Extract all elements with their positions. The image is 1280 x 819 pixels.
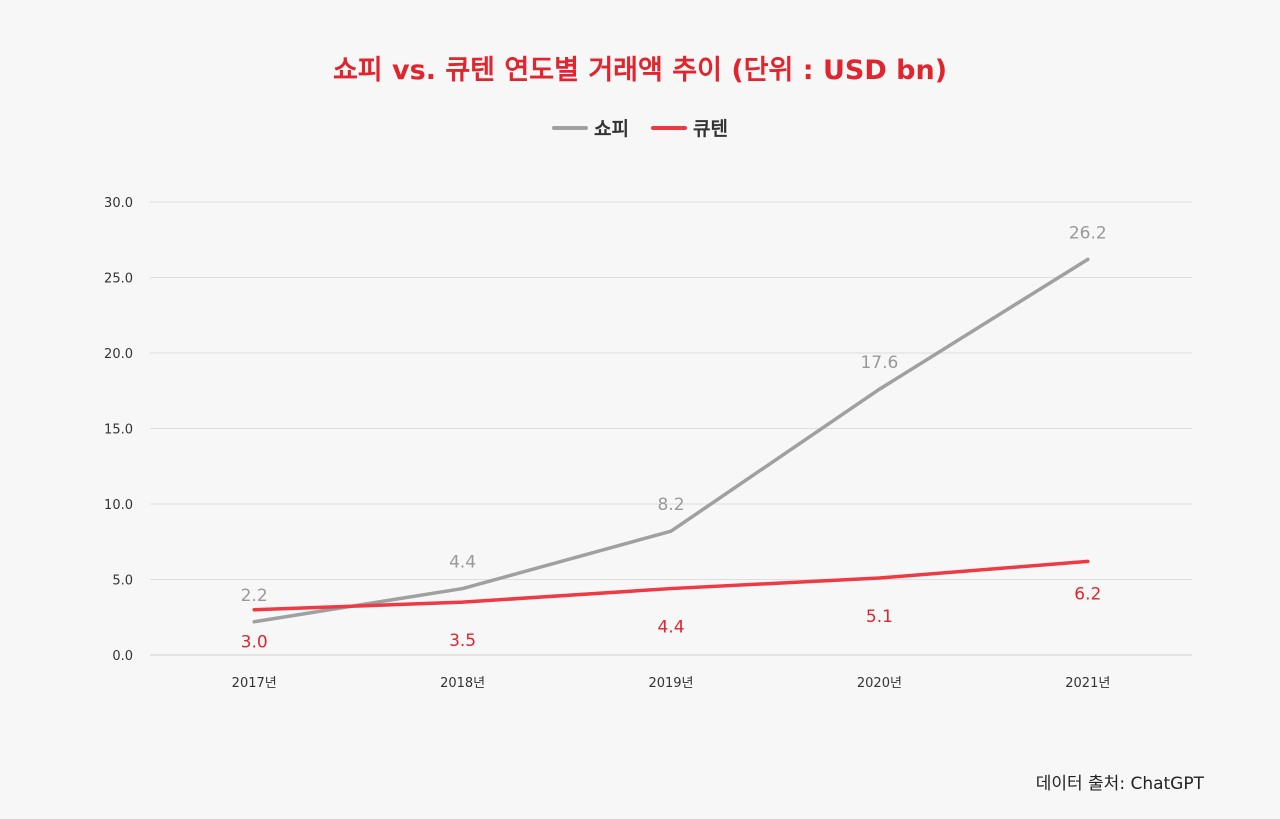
legend-item-qoo10: 큐텐 <box>651 114 728 141</box>
data-label-shopee: 8.2 <box>657 495 684 515</box>
chart-title: 쇼피 vs. 큐텐 연도별 거래액 추이 (단위 : USD bn) <box>332 55 948 86</box>
y-tick-label: 5.0 <box>112 574 133 589</box>
series-line-qoo10 <box>252 559 1090 612</box>
legend-item-shopee: 쇼피 <box>552 114 629 141</box>
x-tick-label: 2020년 <box>857 676 902 691</box>
y-tick-label: 10.0 <box>104 498 133 513</box>
data-label-qoo10: 4.4 <box>657 618 684 638</box>
data-label-shopee: 17.6 <box>860 353 898 373</box>
data-source-note: 데이터 출처: ChatGPT <box>1035 774 1204 794</box>
data-label-qoo10: 5.1 <box>866 607 893 627</box>
data-label-qoo10: 6.2 <box>1074 584 1101 604</box>
y-tick-label: 25.0 <box>104 272 133 287</box>
y-tick-label: 15.0 <box>104 423 133 438</box>
x-tick-label: 2018년 <box>440 676 485 691</box>
data-label-shopee: 4.4 <box>449 553 476 573</box>
data-label-shopee: 26.2 <box>1069 223 1107 243</box>
legend-swatch-shopee <box>552 125 589 130</box>
legend-swatch-qoo10 <box>651 125 687 130</box>
data-label-qoo10: 3.5 <box>449 631 476 651</box>
legend: 쇼피 큐텐 <box>0 114 1280 141</box>
legend-label-shopee: 쇼피 <box>594 118 629 140</box>
legend-label-qoo10: 큐텐 <box>693 118 728 140</box>
y-tick-label: 30.0 <box>104 196 133 211</box>
data-label-shopee: 2.2 <box>241 586 268 606</box>
y-tick-label: 0.0 <box>112 649 133 664</box>
data-label-qoo10: 3.0 <box>241 633 268 653</box>
x-tick-label: 2019년 <box>648 676 693 691</box>
y-tick-label: 20.0 <box>104 347 133 362</box>
x-tick-label: 2017년 <box>232 676 277 691</box>
x-tick-label: 2021년 <box>1065 676 1110 691</box>
series-line-shopee <box>252 257 1090 624</box>
